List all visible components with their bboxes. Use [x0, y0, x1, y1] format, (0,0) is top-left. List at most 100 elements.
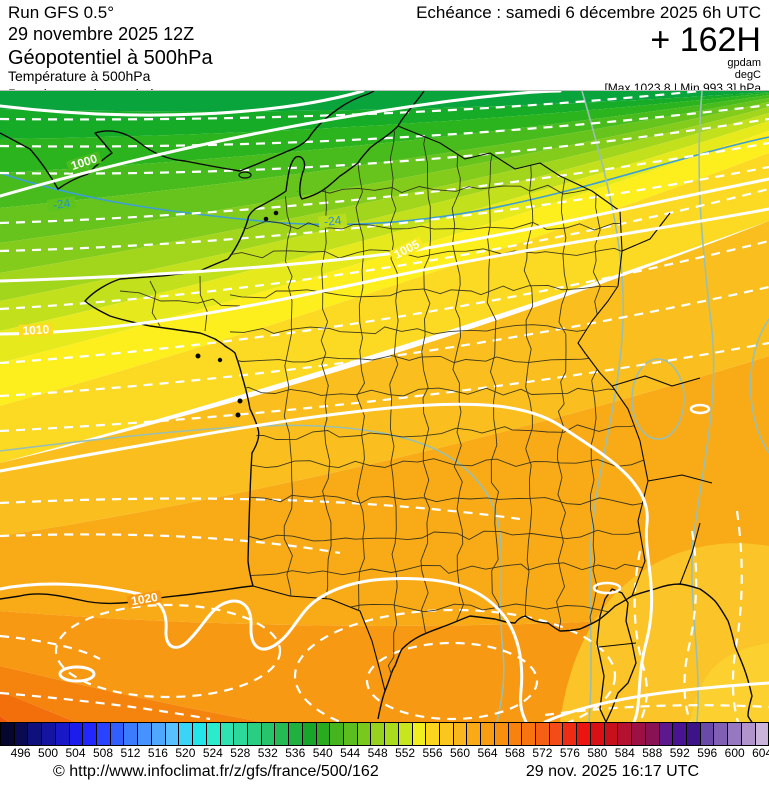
isobar-closed-cell-tiny — [689, 403, 711, 415]
colorbar-tick: 580 — [587, 746, 608, 760]
colorbar-cell — [109, 722, 124, 746]
colorbar-tick: 548 — [367, 746, 388, 760]
colorbar-cell — [150, 722, 165, 746]
colorbar-cell — [507, 722, 522, 746]
department-border-line — [229, 494, 648, 506]
contour-labels: 1000 1005 1010 1020 -24 — [18, 151, 425, 608]
colorbar-ticks: 496 500 504 508 512 516 520 524 528 532 536 540 544 5… — [0, 746, 769, 760]
colorbar-cell — [589, 722, 604, 746]
department-border-line — [199, 275, 208, 332]
generation-timestamp: 29 nov. 2025 16:17 UTC — [525, 763, 699, 780]
colorbar-cell — [41, 722, 55, 746]
colorbar-cell — [27, 722, 42, 746]
department-border-line — [420, 130, 431, 691]
department-border-line — [119, 290, 241, 307]
colorbar-cell — [370, 722, 385, 746]
footer: © http://www.infoclimat.fr/z/gfs/france/… — [0, 758, 769, 786]
colorbar-cell — [219, 722, 234, 746]
colorbar-tick: 592 — [669, 746, 690, 760]
department-border-line — [556, 130, 568, 691]
colorbar-cell — [576, 722, 590, 746]
colorbar-tick: 504 — [65, 746, 86, 760]
header-left: Run GFS 0.5° 29 novembre 2025 12Z Géopot… — [8, 2, 213, 102]
isotherm-label-minus24-east: -24 — [323, 213, 342, 229]
colorbar-cell — [178, 722, 193, 746]
isobar-1000 — [0, 89, 562, 198]
colorbar-tick: 572 — [532, 746, 553, 760]
colorbar-cell — [82, 722, 97, 746]
colorbar-cell — [137, 722, 151, 746]
department-border-line — [229, 386, 648, 397]
colorbar-tick: 512 — [120, 746, 141, 760]
lighter-overlay-southeast — [560, 543, 769, 722]
colorbar-tick: 500 — [38, 746, 59, 760]
isobar-1010 — [0, 207, 769, 336]
weather-map: 1000 1005 1010 1020 -24 — [0, 71, 769, 786]
run-title: Run GFS 0.5° — [8, 3, 115, 22]
colorbar-cell — [740, 722, 755, 746]
isobar-closed-cell — [58, 665, 96, 683]
colorbar-tick: 560 — [450, 746, 471, 760]
colorbar-cell — [439, 722, 453, 746]
isotherm-label-minus24-west: -24 — [52, 196, 71, 212]
colorbar-cell — [96, 722, 110, 746]
isobar-label-1010: 1010 — [22, 322, 50, 337]
atlantic-coast — [0, 90, 425, 605]
colorbar-cell — [411, 722, 426, 746]
colorbar-cell — [164, 722, 179, 746]
colorbar-tick: 536 — [285, 746, 306, 760]
colorbar-tick: 508 — [92, 746, 113, 760]
department-border-line — [229, 284, 648, 299]
colorbar-cell — [699, 722, 714, 746]
map-area: 1000 1005 1010 1020 -24 — [0, 71, 769, 786]
isobar-995 — [0, 89, 365, 117]
colorbar-cell — [685, 722, 700, 746]
colorbar-tick: 600 — [724, 746, 745, 760]
colorbar-cell — [301, 722, 316, 746]
colorbar-cell — [288, 722, 302, 746]
department-border-line — [229, 355, 648, 364]
colorbar-cell — [493, 722, 508, 746]
isobar-1015 — [0, 402, 654, 724]
colorbar-tick: 568 — [504, 746, 525, 760]
colorbar-cell — [644, 722, 659, 746]
copyright-url: © http://www.infoclimat.fr/z/gfs/france/… — [53, 763, 379, 780]
colorbar-cell — [274, 722, 289, 746]
colorbar-cell — [68, 722, 83, 746]
colorbar-tick: 588 — [642, 746, 663, 760]
department-borders — [119, 130, 648, 691]
colorbar-cell — [548, 722, 563, 746]
colorbar-tick: 564 — [477, 746, 498, 760]
colorbar-cell — [356, 722, 371, 746]
label-mask — [126, 590, 163, 608]
colorbar-cell — [342, 722, 357, 746]
department-border-line — [451, 130, 465, 691]
label-mask — [66, 151, 103, 174]
department-border-line — [387, 130, 399, 691]
isobar-label-1020: 1020 — [130, 590, 159, 608]
colorbar-tick: 520 — [175, 746, 196, 760]
param-sub1: Température à 500hPa — [8, 68, 151, 84]
colorbar-cell — [603, 722, 618, 746]
isobar-closed-cell-small — [592, 581, 622, 595]
country-borders — [252, 125, 713, 692]
colorbar-tick: 604 — [752, 746, 769, 760]
colorbar-cell — [658, 722, 673, 746]
run-date: 29 novembre 2025 12Z — [8, 24, 195, 44]
colorbar-cell — [480, 722, 494, 746]
colorbar-cell — [425, 722, 439, 746]
department-border-line — [229, 562, 648, 577]
colorbar-cell — [13, 722, 28, 746]
colorbar-cell — [384, 722, 398, 746]
label-mask — [18, 323, 54, 337]
colorbar-tick: 496 — [10, 746, 31, 760]
colorbar-cell — [329, 722, 343, 746]
department-border-line — [523, 130, 534, 691]
colorbar-tick: 528 — [230, 746, 251, 760]
colorbar-cell — [466, 722, 481, 746]
forecast-offset: + 162H — [650, 21, 761, 59]
colorbar-tick: 556 — [422, 746, 443, 760]
colorbar-cell — [727, 722, 741, 746]
colorbar-cell — [260, 722, 275, 746]
